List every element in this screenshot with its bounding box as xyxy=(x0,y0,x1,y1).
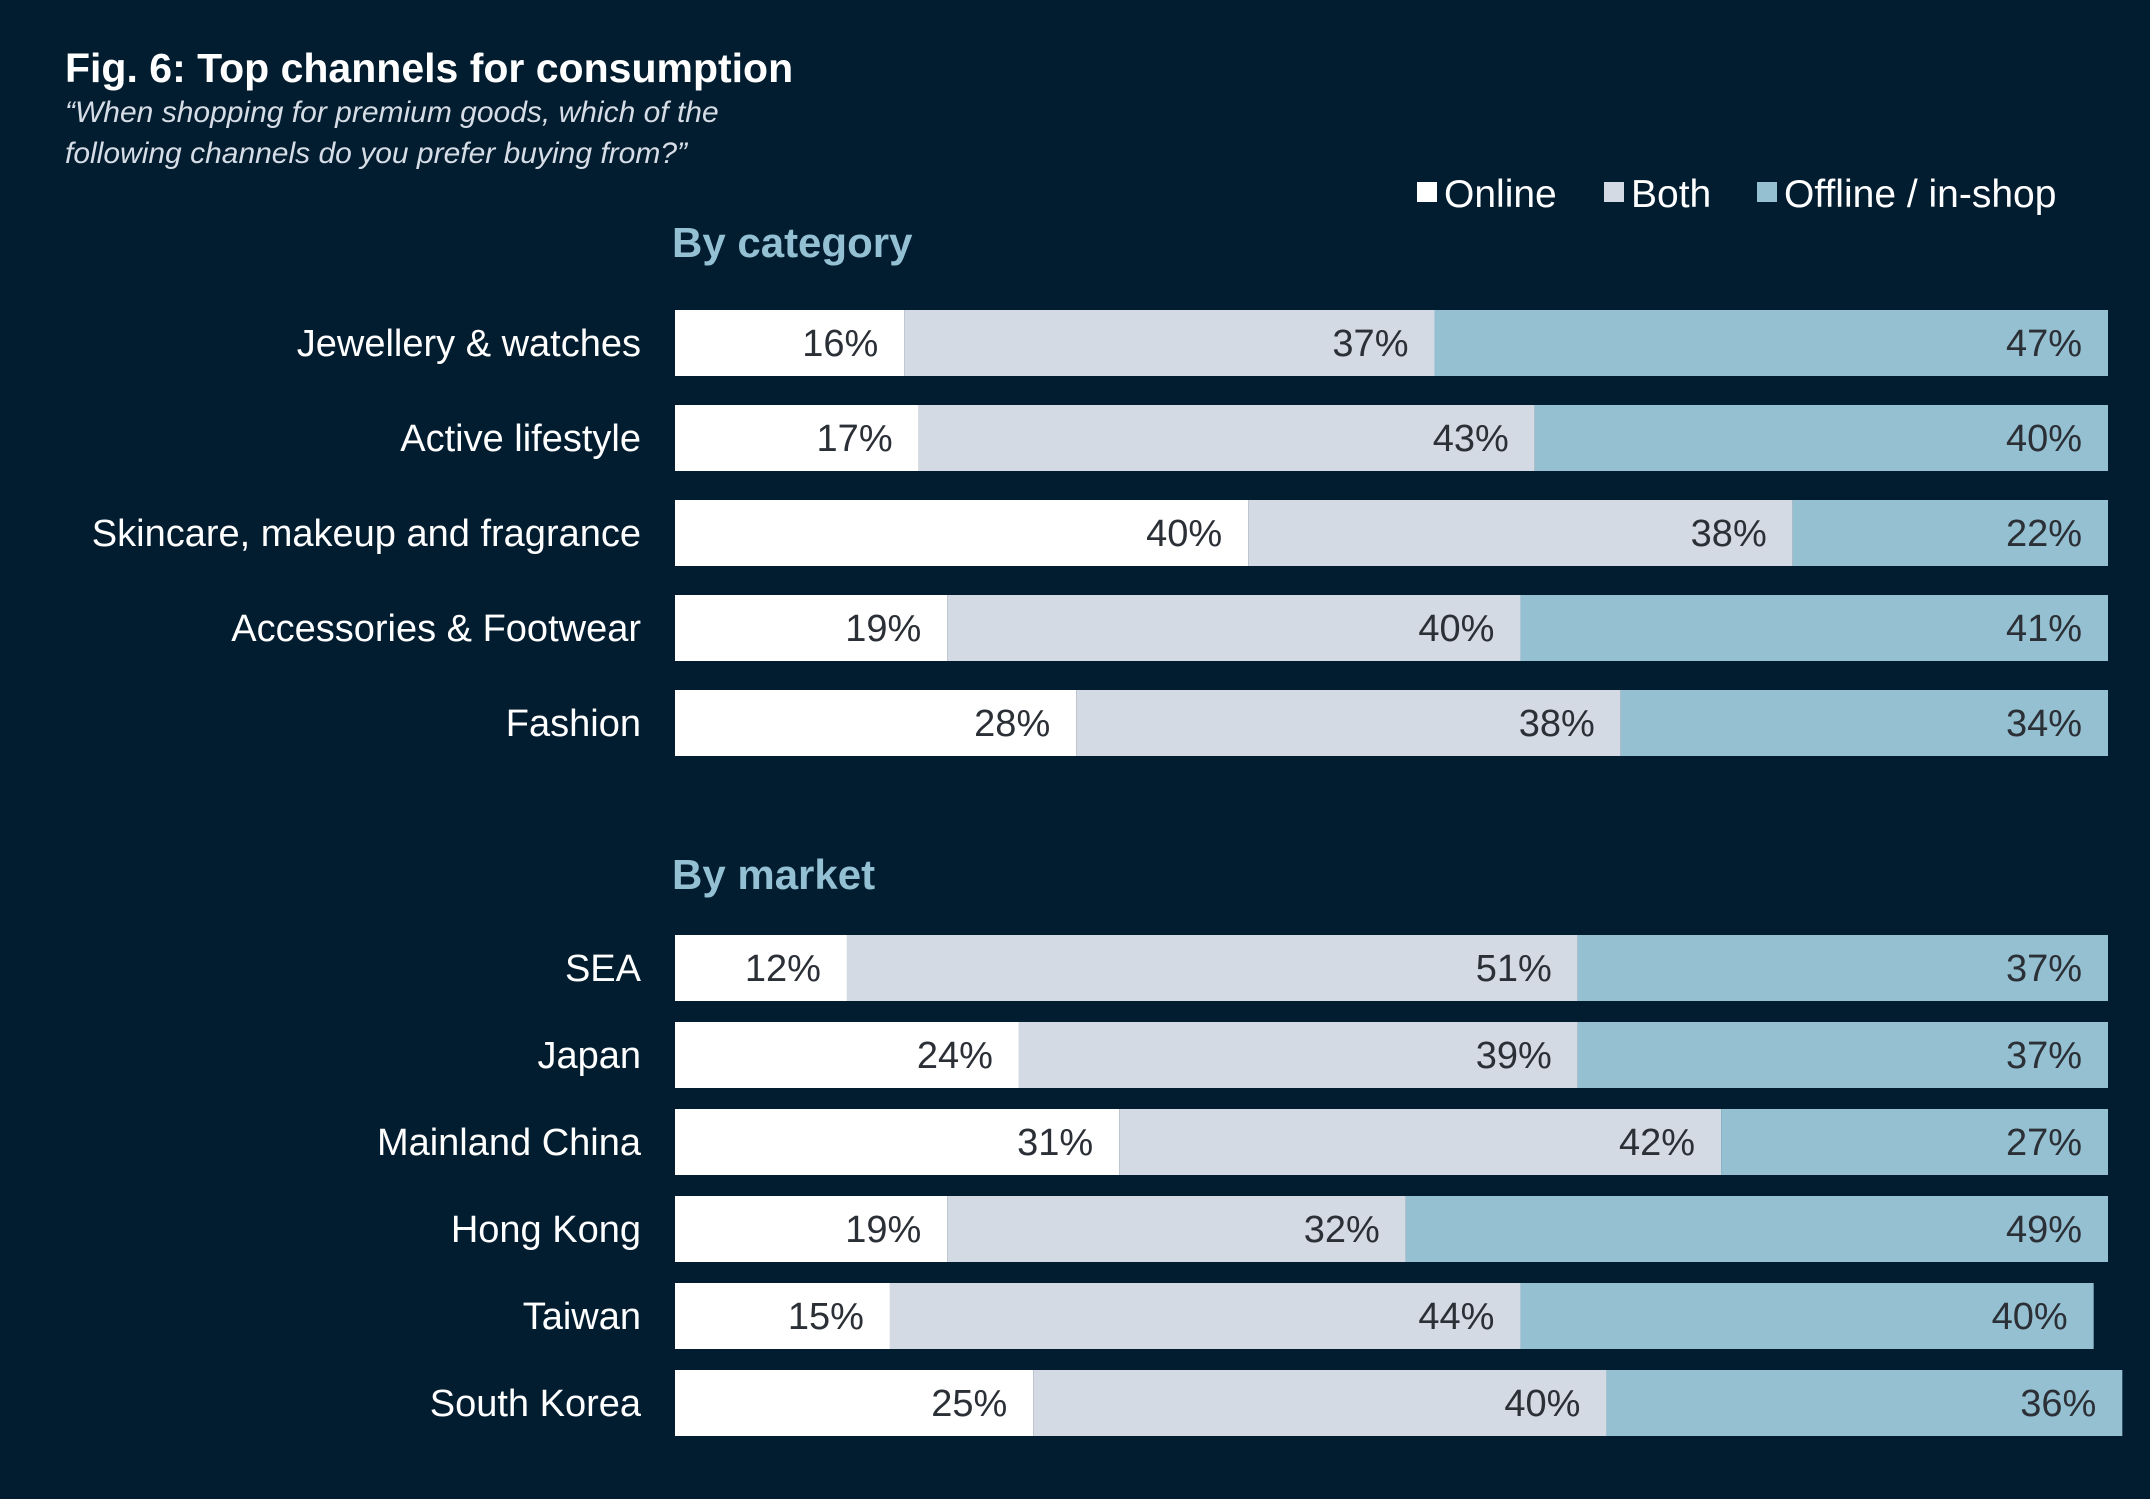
bar-segment-hong-kong-offline-in-shop xyxy=(1405,1196,2108,1262)
bar-segment-sea-online xyxy=(675,935,847,1001)
bar-segment-mainland-china-online xyxy=(675,1109,1120,1175)
bar-segment-jewellery-watches-both xyxy=(904,310,1435,376)
bar-segment-fashion-both xyxy=(1076,690,1621,756)
value-label-jewellery-watches-online: 16% xyxy=(802,323,878,365)
bar-segment-skincare-makeup-and-fragrance-online xyxy=(675,500,1249,566)
value-label-sea-offline-in-shop: 37% xyxy=(2006,948,2082,990)
category-label-fashion: Fashion xyxy=(506,703,641,745)
bar-segment-taiwan-both xyxy=(889,1283,1521,1349)
value-label-japan-both: 39% xyxy=(1476,1035,1552,1077)
bar-segment-south-korea-offline-in-shop xyxy=(1606,1370,2123,1436)
value-label-skincare-makeup-and-fragrance-offline-in-shop: 22% xyxy=(2006,513,2082,555)
chart-subtitle-line-1: “When shopping for premium goods, which … xyxy=(65,96,719,129)
bar-segment-hong-kong-online xyxy=(675,1196,948,1262)
value-label-skincare-makeup-and-fragrance-both: 38% xyxy=(1691,513,1767,555)
value-label-active-lifestyle-offline-in-shop: 40% xyxy=(2006,418,2082,460)
legend-swatch-offline xyxy=(1757,182,1777,202)
category-label-south-korea: South Korea xyxy=(430,1383,642,1425)
value-label-japan-offline-in-shop: 37% xyxy=(2006,1035,2082,1077)
value-label-japan-online: 24% xyxy=(917,1035,993,1077)
value-label-hong-kong-online: 19% xyxy=(845,1209,921,1251)
bar-segment-taiwan-offline-in-shop xyxy=(1520,1283,2094,1349)
value-label-accessories-footwear-offline-in-shop: 41% xyxy=(2006,608,2082,650)
value-label-mainland-china-offline-in-shop: 27% xyxy=(2006,1122,2082,1164)
section-title-by-category: By category xyxy=(672,219,913,266)
bar-segment-fashion-offline-in-shop xyxy=(1620,690,2108,756)
chart-title: Fig. 6: Top channels for consumption xyxy=(65,45,793,91)
value-label-jewellery-watches-offline-in-shop: 47% xyxy=(2006,323,2082,365)
bar-segment-sea-offline-in-shop xyxy=(1577,935,2108,1001)
bar-segment-skincare-makeup-and-fragrance-offline-in-shop xyxy=(1792,500,2108,566)
bar-segment-mainland-china-both xyxy=(1119,1109,1722,1175)
value-label-mainland-china-online: 31% xyxy=(1017,1122,1093,1164)
bar-segment-accessories-footwear-offline-in-shop xyxy=(1520,595,2108,661)
bar-segment-mainland-china-offline-in-shop xyxy=(1721,1109,2108,1175)
value-label-mainland-china-both: 42% xyxy=(1619,1122,1695,1164)
legend-swatch-both xyxy=(1604,182,1624,202)
value-label-skincare-makeup-and-fragrance-online: 40% xyxy=(1146,513,1222,555)
value-label-accessories-footwear-both: 40% xyxy=(1418,608,1494,650)
value-label-active-lifestyle-both: 43% xyxy=(1433,418,1509,460)
value-label-fashion-both: 38% xyxy=(1519,703,1595,745)
value-label-taiwan-both: 44% xyxy=(1418,1296,1494,1338)
bar-segment-south-korea-both xyxy=(1033,1370,1607,1436)
bar-segment-fashion-online xyxy=(675,690,1077,756)
category-label-skincare-makeup-and-fragrance: Skincare, makeup and fragrance xyxy=(92,513,641,555)
bar-segment-hong-kong-both xyxy=(947,1196,1406,1262)
value-label-accessories-footwear-online: 19% xyxy=(845,608,921,650)
value-label-jewellery-watches-both: 37% xyxy=(1332,323,1408,365)
value-label-hong-kong-offline-in-shop: 49% xyxy=(2006,1209,2082,1251)
bar-segment-japan-both xyxy=(1018,1022,1578,1088)
chart-subtitle-line-2: following channels do you prefer buying … xyxy=(65,137,689,170)
bar-segment-accessories-footwear-both xyxy=(947,595,1521,661)
value-label-south-korea-online: 25% xyxy=(931,1383,1007,1425)
bar-segment-accessories-footwear-online xyxy=(675,595,948,661)
bar-segment-active-lifestyle-both xyxy=(918,405,1535,471)
bar-segment-japan-online xyxy=(675,1022,1019,1088)
category-label-japan: Japan xyxy=(537,1035,641,1077)
category-label-accessories-footwear: Accessories & Footwear xyxy=(231,608,641,650)
value-label-south-korea-offline-in-shop: 36% xyxy=(2020,1383,2096,1425)
section-title-by-market: By market xyxy=(672,851,875,898)
category-label-active-lifestyle: Active lifestyle xyxy=(400,418,641,460)
bars-layer: Jewellery & watches 16% 37% 47% Active lifes… xyxy=(92,310,2123,1436)
value-label-hong-kong-both: 32% xyxy=(1304,1209,1380,1251)
bar-segment-jewellery-watches-online xyxy=(675,310,905,376)
bar-segment-active-lifestyle-offline-in-shop xyxy=(1534,405,2108,471)
category-label-jewellery-watches: Jewellery & watches xyxy=(297,323,641,365)
bar-segment-active-lifestyle-online xyxy=(675,405,919,471)
legend-label-online: Online xyxy=(1444,173,1557,216)
legend: Online Both Offline / in-shop xyxy=(1417,173,2056,216)
value-label-taiwan-offline-in-shop: 40% xyxy=(1992,1296,2068,1338)
legend-label-offline: Offline / in-shop xyxy=(1784,173,2056,216)
value-label-fashion-online: 28% xyxy=(974,703,1050,745)
bar-segment-japan-offline-in-shop xyxy=(1577,1022,2108,1088)
value-label-south-korea-both: 40% xyxy=(1504,1383,1580,1425)
value-label-fashion-offline-in-shop: 34% xyxy=(2006,703,2082,745)
bar-segment-south-korea-online xyxy=(675,1370,1034,1436)
bar-segment-taiwan-online xyxy=(675,1283,890,1349)
legend-swatch-online xyxy=(1417,182,1437,202)
legend-label-both: Both xyxy=(1631,173,1711,216)
value-label-taiwan-online: 15% xyxy=(788,1296,864,1338)
value-label-sea-both: 51% xyxy=(1476,948,1552,990)
value-label-sea-online: 12% xyxy=(745,948,821,990)
category-label-sea: SEA xyxy=(565,948,642,990)
category-label-hong-kong: Hong Kong xyxy=(451,1209,641,1251)
category-label-taiwan: Taiwan xyxy=(523,1296,641,1338)
bar-segment-jewellery-watches-offline-in-shop xyxy=(1434,310,2108,376)
value-label-active-lifestyle-online: 17% xyxy=(817,418,893,460)
bar-segment-skincare-makeup-and-fragrance-both xyxy=(1248,500,1793,566)
category-label-mainland-china: Mainland China xyxy=(377,1122,642,1164)
bar-segment-sea-both xyxy=(846,935,1578,1001)
